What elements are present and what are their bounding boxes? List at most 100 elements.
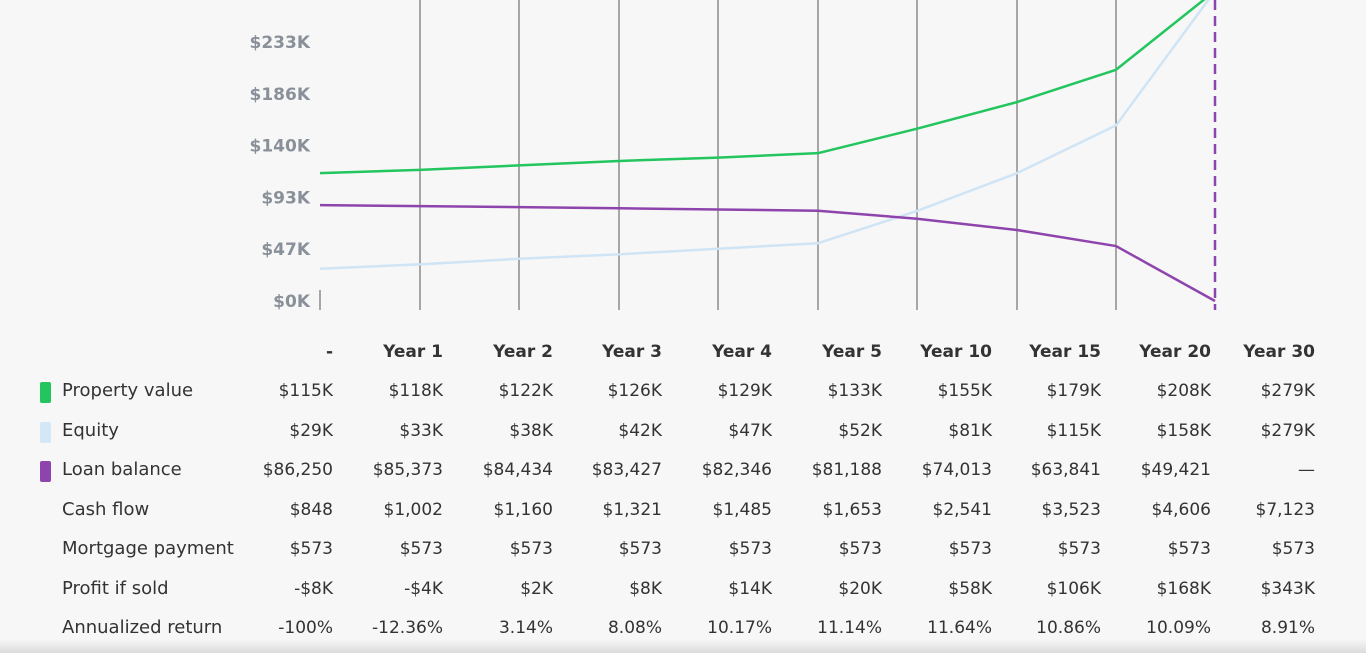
table-cell: $573 (1271, 539, 1315, 559)
table-cell: 10.17% (707, 618, 772, 638)
table-cell: $129K (717, 381, 772, 401)
table-cell: $573 (838, 539, 882, 559)
y-tick-label: $186K (250, 85, 311, 105)
y-tick-label: $140K (250, 136, 311, 156)
table-cell: -12.36% (372, 618, 443, 638)
series-line-property-value (319, 0, 1206, 175)
column-header: - (325, 342, 333, 362)
table-cell: $279K (1260, 381, 1315, 401)
table-cell: $208K (1156, 381, 1211, 401)
table-cell: $1,653 (822, 499, 882, 520)
y-tick-label: $93K (261, 189, 310, 209)
table-cell: $49,421 (1140, 460, 1211, 480)
column-header: Year 20 (1139, 342, 1211, 362)
legend-swatch (40, 421, 51, 443)
series-line-loan-balance (319, 203, 1216, 303)
table-cell: $573 (728, 539, 772, 559)
table-cell: $3,523 (1041, 499, 1101, 520)
column-header: Year 5 (822, 342, 882, 362)
table-cell: $7,123 (1255, 499, 1315, 520)
column-header: Year 15 (1029, 342, 1101, 362)
table-cell: 8.08% (607, 618, 662, 638)
legend-swatch (40, 461, 51, 482)
series-line-equity (319, 0, 1210, 271)
column-header: Year 4 (712, 342, 772, 362)
table-cell: 11.64% (927, 618, 992, 638)
table-cell: $155K (937, 381, 992, 401)
table-cell: $58K (948, 578, 992, 599)
table-cell: $573 (1167, 539, 1211, 559)
table-cell: $83,427 (591, 460, 662, 480)
table-cell: $81K (948, 420, 992, 441)
table-cell: $85,373 (372, 460, 443, 480)
row-label: Mortgage payment (62, 538, 234, 559)
table-cell: $158K (1156, 420, 1211, 441)
table-cell: $573 (399, 539, 443, 559)
column-header: Year 3 (602, 342, 662, 362)
row-label: Profit if sold (62, 577, 169, 599)
table-cell: $47K (728, 420, 772, 441)
table-cell: $168K (1156, 578, 1211, 599)
table-cell: $63,841 (1030, 460, 1101, 480)
table-cell: $343K (1260, 578, 1315, 599)
line-chart: $0K $47K $93K $140K $186K $233K (250, 0, 1217, 312)
table-cell: 10.86% (1036, 618, 1101, 638)
table-cell: $126K (607, 381, 662, 401)
table-cell: $84,434 (482, 460, 553, 480)
table-cell: $1,321 (602, 499, 662, 520)
legend-swatch (40, 382, 51, 403)
table-cell: -100% (278, 618, 333, 638)
column-header: Year 1 (383, 342, 443, 362)
table-cell: $573 (289, 539, 333, 559)
table-cell: $848 (289, 499, 333, 520)
table-cell: $38K (509, 420, 553, 441)
row-label: Loan balance (62, 459, 182, 480)
table-cell: $179K (1046, 381, 1101, 401)
table-cell: $115K (278, 381, 333, 401)
table-cell: $29K (289, 420, 333, 441)
table-cell: $1,002 (383, 499, 443, 520)
row-label: Property value (62, 380, 194, 401)
table-cell: 11.14% (817, 618, 882, 638)
table-cell: $81,188 (811, 460, 882, 480)
table-cell: $2,541 (932, 499, 992, 520)
table-cell: $82,346 (701, 460, 772, 480)
table-cell: -$4K (404, 578, 443, 599)
table-cell: 10.09% (1146, 618, 1211, 638)
table-cell: $42K (618, 420, 662, 441)
column-header: Year 2 (493, 342, 553, 362)
row-label: Equity (62, 419, 119, 441)
row-label: Annualized return (62, 617, 223, 638)
table-cell: 8.91% (1260, 618, 1315, 638)
table-cell: $573 (509, 539, 553, 559)
table-cell: $1,160 (493, 499, 553, 520)
table-cell: $86,250 (262, 460, 333, 480)
table-cell: $118K (388, 381, 443, 401)
table-cell: $52K (838, 420, 882, 441)
table-cell: $1,485 (712, 499, 772, 520)
table-cell: $20K (838, 578, 882, 599)
table-cell: $573 (948, 539, 992, 559)
column-header: Year 10 (920, 342, 992, 362)
table-cell: $2K (520, 578, 553, 599)
table-cell: $4,606 (1151, 499, 1211, 520)
y-tick-label: $0K (273, 292, 311, 312)
table-cell: $573 (1057, 539, 1101, 559)
table-cell: $8K (629, 578, 662, 599)
table-cell: $74,013 (921, 460, 992, 480)
table-cell: $573 (618, 539, 662, 559)
table-cell: $33K (399, 420, 443, 441)
table-cell: $106K (1046, 578, 1101, 599)
table-cell: $115K (1046, 420, 1101, 441)
table-cell: — (1298, 460, 1315, 480)
table-cell: $133K (827, 381, 882, 401)
column-header: Year 30 (1243, 342, 1315, 362)
row-label: Cash flow (62, 498, 150, 520)
table-cell: $279K (1260, 420, 1315, 441)
table-cell: $14K (728, 578, 772, 599)
table-cell: 3.14% (498, 618, 553, 638)
bottom-fade (0, 639, 1366, 653)
table-cell: $122K (498, 381, 553, 401)
y-tick-label: $47K (261, 240, 310, 260)
table-cell: -$8K (294, 578, 333, 599)
